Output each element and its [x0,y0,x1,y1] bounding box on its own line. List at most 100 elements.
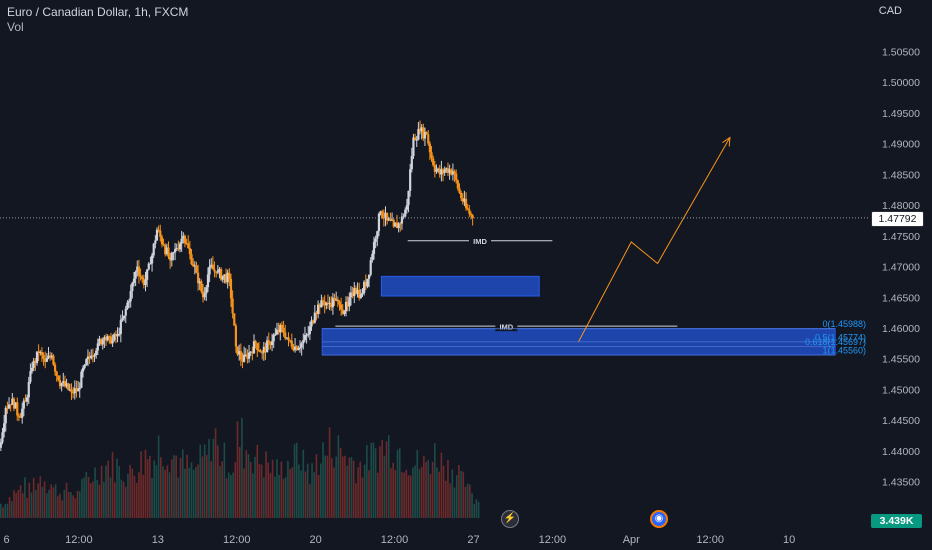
candle-body [165,247,168,255]
candle-body [417,128,420,140]
candle-body [310,320,313,327]
candle-body [279,325,282,333]
candle-body [141,276,144,280]
candle-body [190,254,193,265]
candle-body [182,235,185,239]
volume-bar [70,492,72,518]
candle-body [81,367,85,372]
candle-body [252,341,256,354]
candle-body [280,325,284,328]
volume-bar [170,459,173,518]
candle-body [19,417,22,419]
candle-body [164,245,167,255]
volume-bar [263,477,265,518]
candle-body [251,351,254,354]
volume-bar [232,472,234,518]
chart-header: Euro / Canadian Dollar, 1h, FXCM Vol [7,5,188,35]
candle-body [68,389,71,391]
candle-body [402,216,405,218]
candle-body [312,320,315,323]
volume-bar [52,487,55,518]
candle-body [353,288,356,297]
volume-bar [56,496,59,518]
y-tick-label: 1.49000 [882,139,920,151]
candle-body [29,371,32,382]
candle-body [326,302,330,304]
candle-body [173,249,177,253]
candle-body [394,222,397,227]
candle-body [159,230,162,237]
volume-bar [335,456,337,518]
candle-body [109,336,113,344]
candle-body [395,222,399,229]
volume-bar [322,442,324,518]
volume-bar [98,484,101,518]
volume-bar [401,472,403,518]
candle-body [451,171,455,175]
volume-bar [46,493,48,518]
volume-bar [473,503,476,518]
candle-body [193,265,196,267]
volume-bar [48,489,50,518]
volume-indicator-label[interactable]: Vol [7,20,24,34]
candle-body [302,340,305,344]
volume-bar [109,477,112,518]
candle-body [196,272,200,284]
symbol-title[interactable]: Euro / Canadian Dollar, 1h, FXCM [7,5,189,19]
volume-bar [65,482,68,518]
candle-body [256,343,259,350]
lightning-icon[interactable]: ⚡ [501,510,519,528]
candle-body [57,375,60,381]
candle-body [228,272,231,279]
volume-bar [289,468,291,518]
x-tick-label: 12:00 [539,534,567,546]
candle-body [1,432,4,443]
candle-body [34,360,37,363]
candle-body [277,329,280,333]
currency-label[interactable]: CAD [878,5,902,17]
candle-body [246,354,249,359]
volume-bar [317,474,320,518]
volume-bar [357,467,359,518]
annotations: IMD IMD 0(1.45988) 0.5(1.45774)0.618(1.4569… [0,136,868,356]
volume-bar [175,455,177,518]
economic-event-icon[interactable]: ◉ [650,510,668,528]
candle-body [372,241,376,254]
volume-bar [370,442,373,518]
volume-bar [444,480,447,518]
zones [321,275,836,356]
candle-body [243,354,246,362]
volume-bar [181,449,184,518]
candle-body [62,381,65,384]
candle-body [450,169,453,175]
volume-bar [418,469,421,518]
candle-body [116,334,119,337]
volume-bar [184,468,186,518]
y-tick-label: 1.50000 [882,77,920,89]
y-tick-label: 1.49500 [882,108,920,120]
volume-bar [103,482,105,518]
last-price-tag: 1.47792 [871,210,924,227]
candle-body [185,243,188,245]
volume-bar [427,460,430,518]
candle-body [409,169,412,191]
candle-body [70,389,73,393]
candle-body [244,354,247,356]
candle-body [121,318,124,321]
volume-bar [230,475,232,518]
candle-body [129,291,132,302]
volume-bar [330,458,333,518]
y-tick-label: 1.45500 [882,354,920,366]
volume-bar [107,460,110,518]
volume-bar [50,484,53,518]
candle-body [363,281,366,294]
volume-bar [254,456,256,518]
candle-body [9,404,12,406]
volume-bar [81,478,83,518]
volume-value-tag: 3.439K [871,514,922,528]
candle-body [76,389,80,392]
volume-bar [92,481,94,518]
volume-bar [208,438,210,518]
x-tick-label: 27 [467,534,479,546]
